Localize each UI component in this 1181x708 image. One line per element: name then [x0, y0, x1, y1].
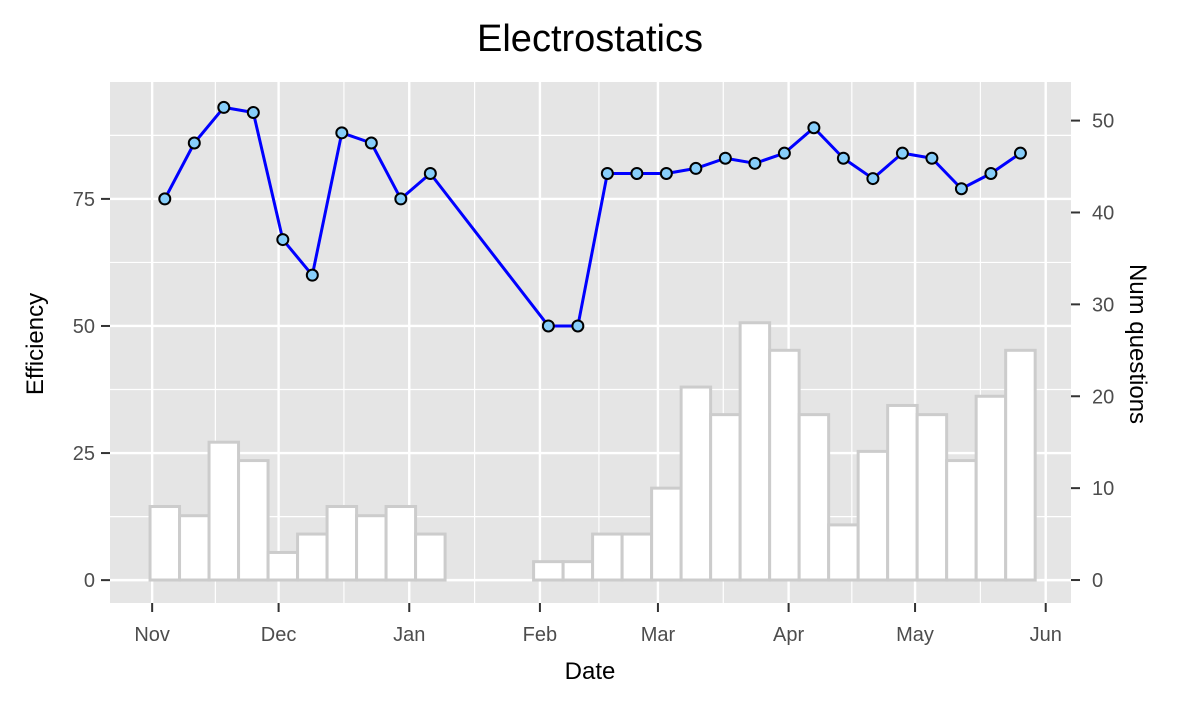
data-point: [335, 126, 349, 140]
bar: [709, 413, 742, 582]
y-axis-left: 0 25 50 75: [73, 189, 110, 592]
y2-tick-label: 0: [1092, 570, 1103, 592]
data-point: [984, 166, 998, 180]
bar: [561, 560, 595, 582]
bar: [296, 532, 329, 582]
y-tick-label: 75: [73, 189, 95, 211]
data-point: [246, 105, 260, 119]
chart-title: Electrostatics: [477, 18, 703, 60]
bar: [650, 486, 683, 582]
bar: [237, 459, 270, 582]
y-tick-label: 0: [84, 570, 95, 592]
data-point: [1013, 146, 1027, 160]
data-point: [925, 151, 939, 165]
data-point: [689, 161, 703, 175]
bar: [178, 514, 211, 582]
data-point: [718, 151, 732, 165]
efficiency-points: [158, 100, 1027, 333]
bar: [148, 505, 182, 582]
data-point: [187, 136, 201, 150]
x-tick-label: Feb: [523, 624, 557, 646]
bar: [797, 413, 831, 582]
data-point: [866, 172, 880, 186]
data-point: [305, 268, 319, 282]
bar: [414, 532, 447, 582]
x-tick-label: Nov: [134, 624, 170, 646]
data-point: [954, 182, 968, 196]
bar: [886, 403, 919, 582]
y2-tick-label: 20: [1092, 386, 1114, 408]
bar: [738, 321, 772, 582]
bar: [620, 532, 654, 582]
bar: [827, 523, 860, 582]
bar: [384, 505, 418, 582]
data-point: [895, 146, 909, 160]
bar: [532, 560, 565, 582]
x-tick-label: Dec: [261, 624, 297, 646]
bar: [768, 348, 801, 582]
data-point: [777, 146, 791, 160]
data-point: [807, 121, 821, 135]
bar: [856, 449, 890, 582]
data-point: [541, 319, 555, 333]
data-point: [276, 233, 290, 247]
question-count-bars: [148, 321, 1037, 582]
y-tick-label: 50: [73, 316, 95, 338]
y-axis-right: 0 10 20 30 40 50: [1071, 111, 1114, 592]
bar: [266, 550, 300, 582]
bar: [1004, 348, 1037, 582]
bar: [679, 385, 713, 582]
x-axis-title: Date: [565, 658, 616, 685]
y2-tick-label: 10: [1092, 478, 1114, 500]
bar: [945, 459, 978, 582]
bar: [915, 413, 949, 582]
bar: [355, 514, 388, 582]
data-point: [836, 151, 850, 165]
x-axis: Nov Dec Jan Feb Mar Apr May Jun: [134, 603, 1062, 646]
data-point: [600, 166, 614, 180]
y-tick-label: 25: [73, 443, 95, 465]
y2-tick-label: 50: [1092, 111, 1114, 133]
bar: [207, 440, 241, 582]
y-axis-title: Efficiency: [22, 293, 49, 395]
data-point: [364, 136, 378, 150]
data-point: [571, 319, 585, 333]
bar: [974, 394, 1008, 582]
data-point: [394, 192, 408, 206]
bar: [591, 532, 624, 582]
x-tick-label: Jun: [1030, 624, 1062, 646]
x-tick-label: Apr: [773, 624, 804, 646]
data-point: [659, 166, 673, 180]
x-tick-label: Jan: [393, 624, 425, 646]
bar: [325, 505, 359, 582]
x-tick-label: Mar: [641, 624, 676, 646]
data-point: [630, 166, 644, 180]
data-point: [217, 100, 231, 114]
x-tick-label: May: [896, 624, 934, 646]
y2-tick-label: 30: [1092, 294, 1114, 316]
data-point: [423, 166, 437, 180]
data-point: [748, 156, 762, 170]
data-point: [158, 192, 172, 206]
y2-tick-label: 40: [1092, 202, 1114, 224]
y2-axis-title: Num questions: [1124, 264, 1151, 424]
